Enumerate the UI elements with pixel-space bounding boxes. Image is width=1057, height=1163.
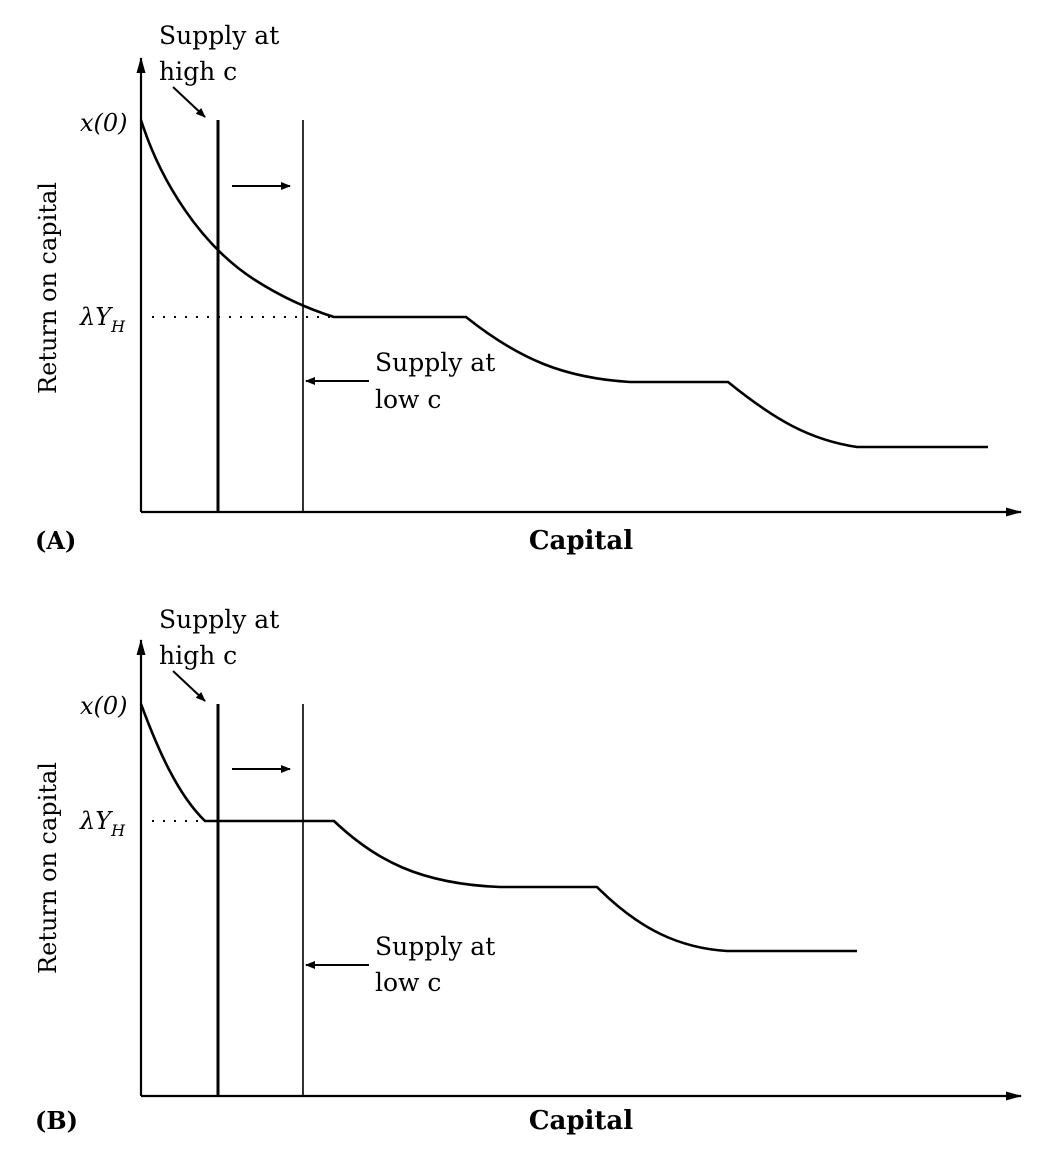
supply-high-label-line1: Supply at xyxy=(159,605,279,634)
y-axis-label: Return on capital xyxy=(34,762,62,974)
tick-x0: x(0) xyxy=(80,692,128,720)
panel-a: Supply at high c Supply at low c x(0) λY… xyxy=(34,21,1022,556)
supply-low-label-line1: Supply at xyxy=(375,932,495,961)
tick-lambda-sub: H xyxy=(110,821,126,840)
x-axis-label: Capital xyxy=(529,526,633,556)
tick-lambda-yh: λYH xyxy=(79,303,126,336)
supply-high-label-line1: Supply at xyxy=(159,21,279,50)
supply-low-label-line1: Supply at xyxy=(375,348,495,377)
panel-label: (B) xyxy=(35,1106,78,1135)
x-axis-label: Capital xyxy=(529,1106,633,1136)
tick-lambda-main: λY xyxy=(79,303,113,331)
supply-low-label-line2: low c xyxy=(375,385,441,414)
tick-lambda-sub: H xyxy=(110,317,126,336)
tick-lambda-yh: λYH xyxy=(79,807,126,840)
supply-low-label-line2: low c xyxy=(375,968,441,997)
supply-high-label-line2: high c xyxy=(159,641,237,670)
return-curve xyxy=(139,703,857,953)
high-c-pointer xyxy=(172,670,206,702)
y-axis-label: Return on capital xyxy=(34,182,62,394)
high-c-pointer xyxy=(172,86,206,118)
tick-x0: x(0) xyxy=(80,109,128,137)
panel-label: (A) xyxy=(35,526,76,555)
supply-high-label-line2: high c xyxy=(159,57,237,86)
panel-b: Supply at high c Supply at low c x(0) λY… xyxy=(34,605,1022,1136)
return-curve xyxy=(139,119,988,449)
tick-lambda-main: λY xyxy=(79,807,113,835)
